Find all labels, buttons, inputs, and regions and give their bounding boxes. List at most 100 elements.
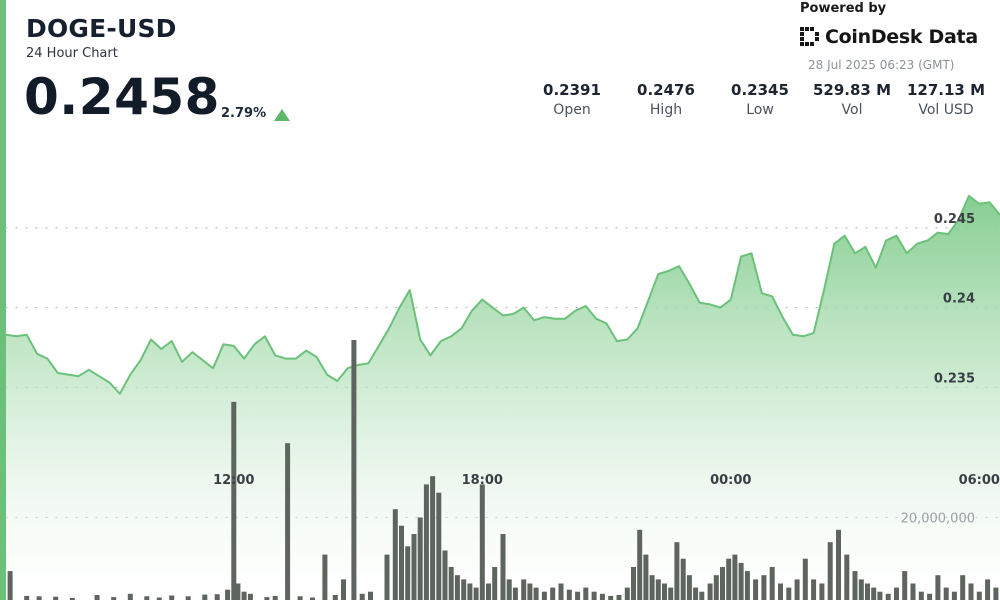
x-tick-label: 00:00 — [710, 473, 751, 488]
volume-bar — [720, 567, 725, 600]
price-line — [5, 194, 1000, 395]
volume-bar — [575, 591, 581, 600]
volume-bar — [976, 591, 982, 600]
volume-bar — [111, 597, 117, 600]
volume-bar — [693, 587, 699, 600]
volume-bar — [264, 597, 270, 600]
stat-open-label: Open — [553, 102, 591, 118]
volume-bar — [744, 571, 750, 600]
stat-low-value: 0.2345 — [731, 81, 789, 99]
volume-bar — [521, 579, 527, 600]
volume-bar — [541, 591, 547, 600]
volume-bar — [802, 558, 808, 600]
volume-bar — [368, 591, 373, 600]
volume-bar — [865, 583, 870, 600]
volume-bar — [332, 595, 338, 600]
volume-bar — [7, 571, 13, 600]
volume-bar — [655, 579, 661, 600]
coindesk-logo-icon — [800, 27, 819, 46]
volume-bar — [533, 587, 539, 600]
volume-bar — [405, 546, 411, 600]
volume-bar — [713, 575, 719, 600]
stat-vol-usd: 127.13 M Vol USD — [901, 81, 991, 118]
volume-bar — [144, 596, 150, 600]
volume-bar — [836, 529, 841, 600]
data-timestamp: 28 Jul 2025 06:23 (GMT) — [808, 58, 955, 72]
stat-vol-label: Vol — [841, 102, 863, 118]
volume-bar — [624, 587, 630, 600]
volume-bar — [399, 525, 404, 600]
volume-bar — [662, 583, 667, 600]
volume-bar — [699, 591, 705, 600]
volume-bar — [960, 575, 966, 600]
left-accent-bar — [0, 0, 6, 600]
volume-bar — [461, 579, 467, 600]
volume-bar — [69, 597, 75, 600]
volume-bar — [486, 583, 491, 600]
volume-bar — [591, 591, 597, 600]
volume-bar — [310, 597, 315, 600]
stat-high: 0.2476 High — [621, 81, 711, 118]
stat-high-value: 0.2476 — [637, 81, 695, 99]
volume-bar — [902, 571, 908, 600]
volume-bar — [506, 579, 512, 600]
volume-bar — [241, 591, 247, 600]
stat-low-label: Low — [746, 102, 774, 118]
volume-bar — [871, 587, 877, 600]
volume-bar — [599, 593, 605, 600]
volume-bar — [649, 575, 655, 600]
volume-bar — [417, 517, 423, 600]
price-tick-label: 0.235 — [934, 371, 975, 386]
volume-bar — [94, 595, 100, 600]
volume-bar — [566, 589, 572, 600]
stat-vol: 529.83 M Vol — [807, 81, 897, 118]
volume-bar — [927, 593, 933, 600]
volume-bar — [430, 476, 436, 600]
volume-bar — [894, 587, 899, 600]
volume-bar — [726, 558, 732, 600]
volume-bar — [643, 554, 649, 600]
x-tick-label: 06:00 — [959, 473, 1000, 488]
volume-bar — [811, 579, 817, 600]
stat-vol-usd-label: Vol USD — [918, 102, 974, 118]
stat-vol-usd-value: 127.13 M — [906, 81, 986, 99]
volume-bar — [512, 587, 518, 600]
volume-bar — [454, 575, 460, 600]
volume-bar — [786, 587, 792, 600]
volume-bar — [993, 587, 999, 600]
volume-bar — [467, 583, 473, 600]
stat-open-value: 0.2391 — [543, 81, 601, 99]
volume-bar — [686, 575, 692, 600]
volume-bar — [384, 554, 390, 600]
volume-bars — [7, 340, 999, 600]
volume-bar — [392, 509, 398, 600]
volume-bar — [761, 575, 767, 600]
volume-bar — [436, 492, 442, 600]
volume-bar — [794, 579, 800, 600]
brand-name: CoinDesk Data — [825, 26, 978, 48]
volume-bar — [985, 579, 991, 600]
price-area — [5, 194, 1000, 600]
volume-bar — [247, 593, 253, 600]
volume-bar — [827, 542, 833, 600]
volume-bar — [918, 591, 924, 600]
volume-tick-label: 20,000,000 — [901, 511, 975, 526]
volume-bar — [231, 401, 237, 600]
volume-bar — [156, 597, 162, 600]
volume-bar — [202, 594, 208, 600]
volume-bar — [680, 558, 686, 600]
volume-bar — [753, 579, 759, 600]
volume-bar — [527, 583, 533, 600]
volume-bar — [359, 593, 365, 600]
current-price: 0.2458 — [24, 68, 220, 126]
price-area-fill — [6, 195, 1000, 600]
volume-bar — [732, 554, 738, 600]
stat-vol-value: 529.83 M — [812, 81, 892, 99]
stat-low: 0.2345 Low — [715, 81, 805, 118]
up-arrow-icon — [274, 109, 290, 121]
volume-bar — [738, 562, 744, 600]
volume-bar — [852, 571, 858, 600]
price-tick-label: 0.24 — [943, 292, 975, 307]
volume-bar — [448, 567, 454, 600]
